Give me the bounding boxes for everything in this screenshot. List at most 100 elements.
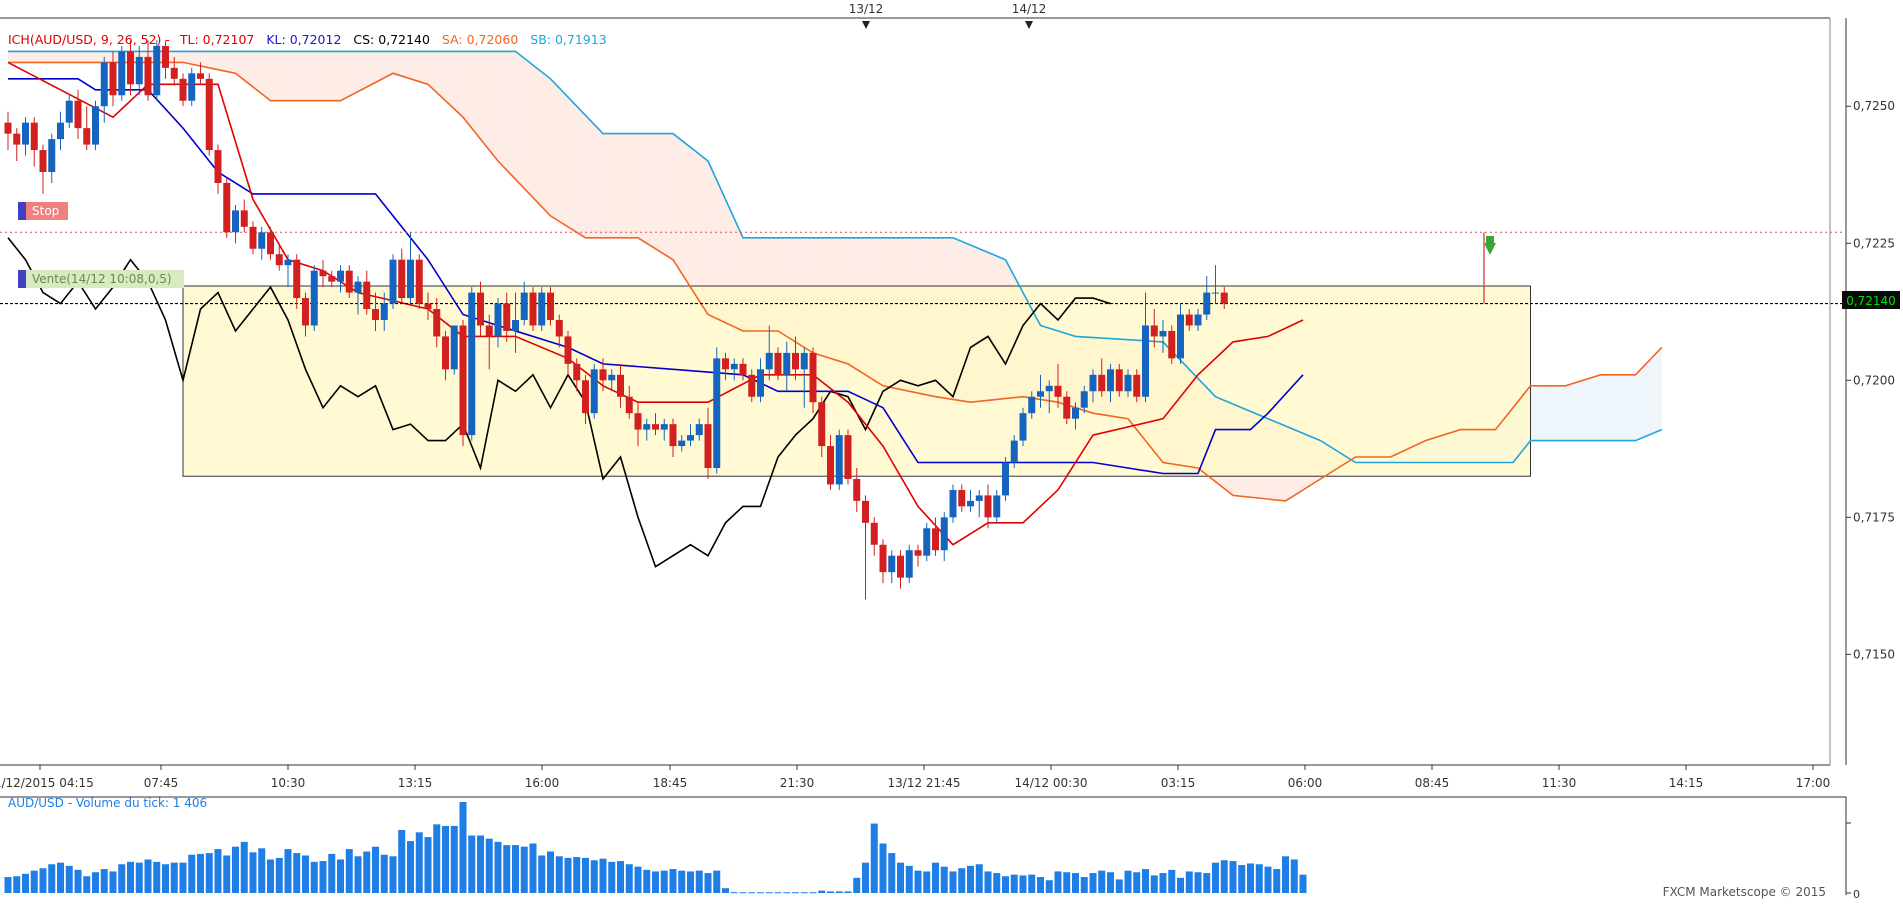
candle-body <box>582 380 589 414</box>
volume-bar <box>459 802 467 893</box>
candle <box>529 287 537 331</box>
x-tick-label: 13/12 21:45 <box>888 776 961 790</box>
volume-bar <box>704 873 712 893</box>
cloud-segment <box>576 106 586 238</box>
stop-order-handle[interactable] <box>18 202 26 220</box>
candle-body <box>223 182 231 233</box>
candle-body <box>494 303 502 337</box>
sell-order-label: Vente(14/12 10:08,0,5) <box>32 272 172 286</box>
volume-bar <box>1054 871 1062 893</box>
volume-bar <box>48 864 56 893</box>
candle <box>267 226 274 260</box>
candle <box>188 67 196 107</box>
candle <box>835 429 843 490</box>
candle-body <box>1045 385 1053 392</box>
candle-body <box>800 352 808 370</box>
volume-bar <box>1124 870 1132 893</box>
candle-body <box>827 446 834 485</box>
candle-body <box>643 424 651 430</box>
volume-bar <box>879 843 887 893</box>
volume-bar <box>1203 873 1211 893</box>
cloud-segment <box>1539 385 1548 441</box>
cloud-segment <box>270 51 280 101</box>
stop-order-tag[interactable] <box>26 202 68 220</box>
cloud-segment <box>183 51 192 65</box>
last-price-label: 0,72140 <box>1846 294 1896 308</box>
candle <box>214 144 222 194</box>
tenkan-value-label: TL: 0,72107 <box>179 32 254 47</box>
volume-bar <box>407 841 414 893</box>
candle-body <box>477 292 484 326</box>
volume-bar <box>853 877 861 893</box>
candle-body <box>153 45 161 96</box>
candle <box>870 517 878 556</box>
candle <box>967 489 974 512</box>
candle-body <box>748 374 756 397</box>
volume-bar <box>1273 869 1281 893</box>
candle <box>30 117 38 167</box>
candle-body <box>372 309 379 320</box>
volume-bar <box>153 861 161 893</box>
cloud-segment <box>305 51 315 101</box>
cloud-segment <box>471 51 481 140</box>
cloud-segment <box>340 51 350 101</box>
volume-bar <box>713 870 721 893</box>
candle-body <box>109 62 117 96</box>
candle <box>914 544 922 567</box>
candle <box>4 111 12 151</box>
cloud-segment <box>681 140 691 288</box>
candle <box>774 347 782 381</box>
candle-body <box>275 254 283 266</box>
volume-bar <box>949 871 957 893</box>
candle-body <box>529 292 537 326</box>
cloud-segment <box>489 51 498 161</box>
tenkan-line <box>7 61 1304 546</box>
volume-bar <box>783 892 791 894</box>
volume-bar <box>74 869 82 893</box>
candle-body <box>625 396 633 414</box>
volume-bar <box>590 860 598 893</box>
candle-body <box>100 62 108 107</box>
volume-bar <box>809 892 817 894</box>
candle-body <box>1177 314 1184 359</box>
candle <box>643 418 651 441</box>
candle <box>407 232 414 304</box>
sell-order-handle[interactable] <box>18 270 26 288</box>
candle-body <box>905 550 913 578</box>
candle-body <box>967 500 974 507</box>
candle <box>205 73 213 156</box>
volume-bar <box>660 870 668 893</box>
candle-body <box>205 78 213 151</box>
volume-bar <box>1002 876 1009 893</box>
candle-body <box>1220 292 1228 304</box>
senkou-a-value-label: SA: 0,72060 <box>442 32 518 47</box>
candle <box>1212 265 1219 304</box>
candle-body <box>214 150 222 183</box>
candle-body <box>1212 292 1219 294</box>
candle <box>1037 374 1044 408</box>
volume-bar <box>57 862 64 893</box>
cloud-segment <box>1530 385 1540 441</box>
candle <box>923 522 931 562</box>
candle <box>485 314 493 370</box>
candle <box>48 133 56 183</box>
x-tick-label: 06:00 <box>1288 776 1323 790</box>
volume-bar <box>293 853 301 893</box>
candle <box>905 544 913 584</box>
candle-body <box>83 128 91 145</box>
candle-body <box>57 122 64 140</box>
candle-body <box>415 259 423 304</box>
candle-body <box>940 517 948 551</box>
cloud-segment <box>638 133 647 244</box>
candle <box>1194 309 1202 331</box>
volume-bar <box>774 892 782 894</box>
cloud-segment <box>43 51 52 63</box>
sell-order-tag[interactable] <box>26 270 184 288</box>
volume-bar <box>914 870 922 893</box>
candle <box>258 226 266 260</box>
candle <box>949 484 957 523</box>
volume-bar <box>975 864 983 893</box>
volume-bar <box>13 876 21 893</box>
cloud-segment <box>533 65 542 207</box>
